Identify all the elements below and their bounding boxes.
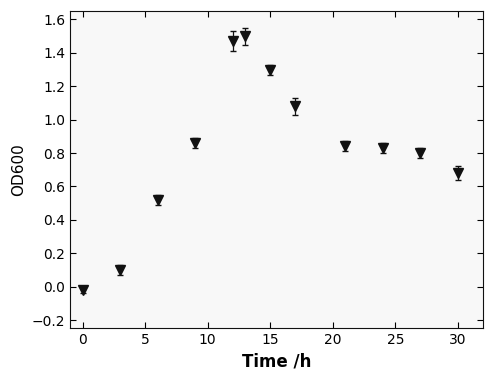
Y-axis label: OD600: OD600 bbox=[11, 143, 26, 196]
X-axis label: Time /h: Time /h bbox=[242, 353, 311, 371]
